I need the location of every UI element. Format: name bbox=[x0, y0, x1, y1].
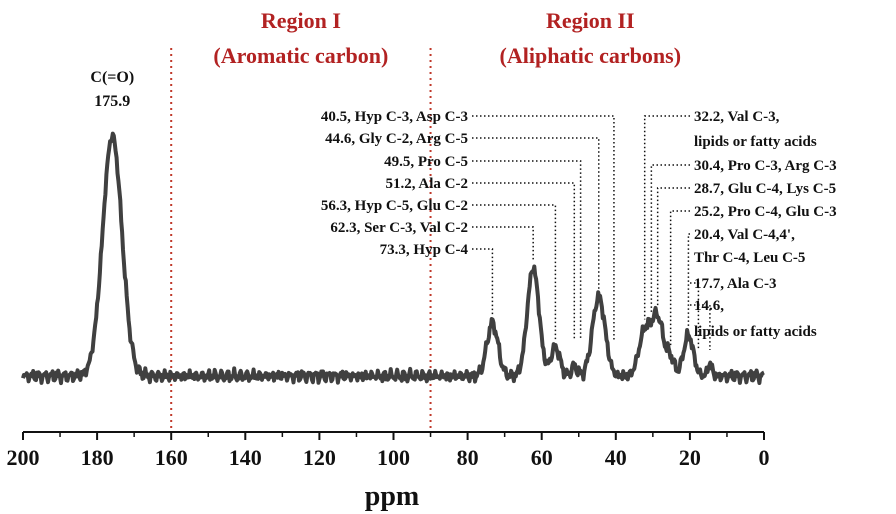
annotation-leader bbox=[472, 226, 534, 260]
annotation-leader bbox=[472, 182, 576, 340]
region-title: Region I bbox=[261, 8, 341, 33]
peak-annotation: 56.3, Hyp C-5, Glu C-2 bbox=[321, 198, 468, 214]
annotation-leader bbox=[656, 187, 690, 307]
peak-annotation: 51.2, Ala C-2 bbox=[386, 176, 469, 192]
annotation-leader bbox=[472, 248, 494, 316]
peak-annotation: Thr C-4, Leu C-5 bbox=[694, 250, 805, 266]
peak-annotation: 73.3, Hyp C-4 bbox=[380, 242, 469, 258]
region-subtitle: (Aliphatic carbons) bbox=[500, 43, 682, 68]
peak-annotation: 32.2, Val C-3, bbox=[694, 109, 780, 125]
x-tick-label: 40 bbox=[605, 445, 627, 470]
peak-annotation: 62.3, Ser C-3, Val C-2 bbox=[330, 220, 468, 236]
x-tick-label: 100 bbox=[377, 445, 410, 470]
peak-annotation: lipids or fatty acids bbox=[694, 324, 817, 340]
peak-annotation: 49.5, Pro C-5 bbox=[384, 154, 468, 170]
x-axis-label: ppm bbox=[365, 481, 419, 512]
annotation-leader bbox=[472, 204, 557, 340]
region-layer: Region I (Aromatic carbon) Region II (Aliph… bbox=[170, 8, 682, 432]
annotation-leader bbox=[643, 115, 690, 320]
peak-annotation: 40.5, Hyp C-3, Asp C-3 bbox=[321, 109, 468, 125]
annotation-leader bbox=[669, 210, 690, 346]
annotation-layer: C(=O) 175.9 40.5, Hyp C-3, Asp C-3 44.6, Gl… bbox=[90, 69, 837, 350]
peak-annotation: 25.2, Pro C-4, Glu C-3 bbox=[694, 204, 837, 220]
x-axis: 200 180 160 140 120 100 80 60 40 20 0 bbox=[7, 431, 770, 470]
x-tick-label: 0 bbox=[759, 445, 770, 470]
carbonyl-peak-value: 175.9 bbox=[94, 93, 130, 110]
spectrum-layer bbox=[21, 131, 766, 386]
annotation-leader bbox=[690, 282, 700, 350]
carbonyl-peak-label: C(=O) bbox=[90, 69, 134, 86]
peak-annotation: 14.6, bbox=[694, 298, 724, 314]
x-tick-label: 20 bbox=[679, 445, 701, 470]
annotation-leader bbox=[687, 233, 690, 328]
x-tick-label: 140 bbox=[229, 445, 262, 470]
region-subtitle: (Aromatic carbon) bbox=[213, 43, 388, 68]
x-tick-label: 120 bbox=[303, 445, 336, 470]
annotation-leader bbox=[650, 164, 690, 313]
peak-annotation: 44.6, Gly C-2, Arg C-5 bbox=[325, 131, 468, 147]
peak-annotation: lipids or fatty acids bbox=[694, 134, 817, 150]
x-tick-label: 80 bbox=[457, 445, 479, 470]
region-title: Region II bbox=[546, 8, 635, 33]
peak-annotation: 17.7, Ala C-3 bbox=[694, 276, 777, 292]
peak-annotation: 30.4, Pro C-3, Arg C-3 bbox=[694, 158, 837, 174]
annotation-leader bbox=[472, 160, 582, 340]
spectrum-line bbox=[21, 131, 766, 386]
annotation-leader bbox=[472, 115, 615, 340]
peak-annotation: 28.7, Glu C-4, Lys C-5 bbox=[694, 181, 836, 197]
x-tick-label: 60 bbox=[531, 445, 553, 470]
x-tick-label: 160 bbox=[155, 445, 188, 470]
x-tick-label: 200 bbox=[7, 445, 40, 470]
peak-annotation: 20.4, Val C-4,4', bbox=[694, 227, 795, 243]
x-tick-label: 180 bbox=[81, 445, 114, 470]
